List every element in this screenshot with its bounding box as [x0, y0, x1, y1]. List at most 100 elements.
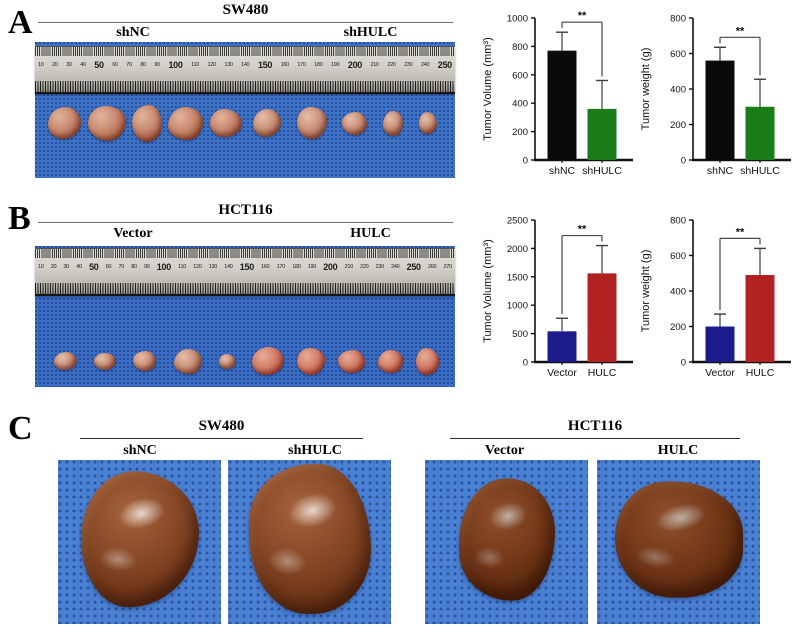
ruler-number: 210: [344, 264, 354, 270]
ruler-number: 10: [38, 264, 44, 270]
tumor-specimen: [252, 109, 281, 137]
y-tick-label: 200: [512, 127, 528, 138]
panel-b-tumor-row: [45, 341, 445, 381]
y-tick-label: 200: [670, 120, 686, 131]
tumor-weight-chart-sw480: 0 200 400 600 800 Tumor weight (g) shNC shHULC *…: [640, 14, 791, 177]
ruler-number: 150: [239, 262, 254, 272]
y-tick-label: 800: [670, 14, 686, 25]
panel-c-label-vector: Vector: [484, 443, 525, 458]
ruler-number: 270: [443, 264, 453, 270]
category-label: HULC: [588, 367, 617, 379]
ruler-number: 40: [80, 62, 86, 68]
ruler-number: 130: [208, 264, 218, 270]
ruler-number: 250: [406, 262, 421, 272]
category-label: Vector: [705, 367, 735, 379]
ruler-number: 200: [323, 262, 338, 272]
ruler-number: 200: [347, 60, 362, 70]
ruler-number: 230: [404, 62, 413, 68]
ruler-number: 170: [276, 264, 286, 270]
ruler-number: 50: [94, 60, 104, 70]
panel-c-hct116-title: HCT116: [450, 418, 740, 439]
y-tick-label: 0: [681, 358, 686, 369]
ruler-number: 100: [168, 60, 183, 70]
tumor-volume-chart-sw480: 0 200 400 600 800 1000 Tumor Volume (mm³) shNC s…: [482, 10, 633, 177]
panel-a-tumor-photo: 10 20 30 40 50 60 70 80 90 100 110 120 130 140 150 160 1…: [35, 42, 455, 178]
tumor-specimen: [337, 349, 365, 373]
panel-b-group-label-hulc: HULC: [350, 226, 391, 241]
tumor-specimen: [133, 351, 157, 371]
tumor-specimen: [296, 347, 325, 375]
category-label: shHULC: [582, 165, 622, 177]
panel-b-cell-line: HCT116: [218, 202, 273, 218]
ruler: 10 20 30 40 50 60 70 80 90 100 110 120 130 140 150 160 1…: [35, 248, 455, 296]
panel-a-cell-line: SW480: [222, 2, 269, 18]
y-tick-label: 2500: [507, 216, 528, 227]
tumor-specimen: [296, 107, 327, 139]
panel-c-hct116-cell-line: HCT116: [567, 418, 623, 434]
tumor-specimen: [342, 111, 368, 135]
ruler-number: 250: [437, 60, 452, 70]
ruler-number: 160: [261, 264, 270, 270]
ruler-number: 40: [76, 264, 82, 270]
ruler-number: 50: [89, 262, 99, 272]
liver-specimen: [614, 481, 743, 598]
tumor-specimen: [87, 105, 126, 141]
ruler-number: 110: [191, 62, 199, 68]
bar-shHULC: [587, 108, 617, 160]
y-tick-label: 600: [670, 251, 686, 262]
ruler-number: 70: [126, 62, 132, 68]
panel-a-letter: A: [8, 4, 33, 41]
tumor-specimen: [415, 347, 439, 375]
ruler-number: 110: [178, 264, 187, 270]
ruler-number: 240: [391, 264, 400, 270]
bar-shNC: [705, 60, 735, 160]
panel-c-liver-photo-hulc: [597, 460, 760, 624]
y-tick-label: 400: [512, 99, 528, 110]
ruler-number: 170: [297, 62, 306, 68]
ruler-number: 240: [420, 62, 430, 68]
tumor-specimen: [131, 104, 162, 142]
bar-HULC: [745, 275, 775, 362]
significance-label: **: [736, 25, 745, 37]
y-axis-title: Tumor weight (g): [640, 48, 652, 131]
ruler-number: 180: [314, 62, 323, 68]
ruler-ticks-top: [35, 46, 455, 56]
ruler-number: 260: [428, 264, 437, 270]
ruler-numbers: 10 20 30 40 50 60 70 80 90 100 110 120 130 140 150 160 1…: [35, 259, 455, 275]
ruler-number: 230: [375, 264, 385, 270]
ruler-number: 150: [257, 60, 273, 70]
panel-c-sw480-title: SW480: [80, 418, 363, 439]
tumor-specimen: [173, 348, 202, 374]
significance-label: **: [578, 10, 587, 22]
significance-label: **: [578, 224, 587, 236]
y-tick-label: 200: [670, 322, 686, 333]
panel-b-letter: B: [8, 200, 31, 237]
liver-specimen: [80, 471, 199, 608]
ruler-number: 120: [207, 62, 217, 68]
ruler-number: 100: [156, 262, 171, 272]
bar-shHULC: [745, 106, 775, 160]
y-tick-label: 800: [670, 216, 686, 227]
y-tick-label: 1000: [507, 301, 528, 312]
y-tick-label: 800: [512, 42, 528, 53]
ruler-number: 190: [331, 62, 340, 68]
ruler-number: 130: [224, 62, 233, 68]
y-tick-label: 0: [523, 156, 528, 167]
panel-a-tumors-shhulc: [245, 107, 445, 139]
liver-specimen: [458, 478, 555, 601]
y-tick-label: 600: [670, 49, 686, 60]
panel-b-tumors-hulc: [245, 347, 445, 375]
bar-HULC: [587, 273, 617, 362]
ruler-number: 80: [131, 264, 137, 270]
ruler-number: 80: [140, 62, 146, 68]
y-axis-title: Tumor Volume (mm³): [482, 37, 494, 141]
y-axis-title: Tumor Volume (mm³): [482, 239, 494, 343]
ruler-number: 70: [118, 264, 125, 270]
panel-b-tumors-vector: [45, 348, 245, 374]
panel-a-group-label-shnc: shNC: [116, 25, 150, 40]
y-tick-label: 1000: [507, 14, 528, 25]
panel-c-label-shhulc: shHULC: [288, 443, 342, 458]
tumor-specimen: [53, 352, 77, 370]
tumor-specimen: [219, 353, 237, 369]
panel-a-tumor-row: [45, 100, 445, 146]
